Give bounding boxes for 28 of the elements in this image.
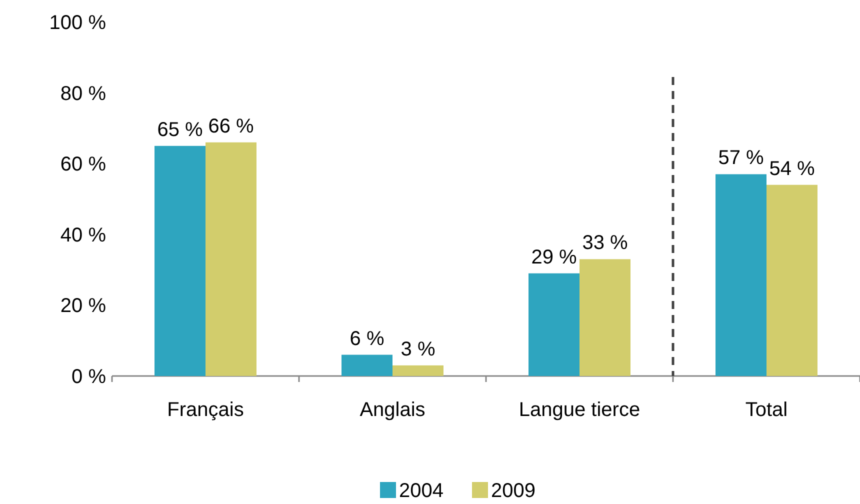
data-label: 66 % <box>208 115 254 138</box>
y-tick-label: 20 % <box>60 295 106 318</box>
y-tick-label: 0 % <box>72 366 106 388</box>
x-tick-label: Anglais <box>360 399 426 421</box>
x-tick-label: Langue tierce <box>518 399 640 421</box>
bar <box>392 365 444 376</box>
data-label: 3 % <box>400 338 436 360</box>
x-tick-label: Total <box>745 399 788 421</box>
data-label: 57 % <box>718 147 764 170</box>
legend-label: 2009 <box>491 480 536 502</box>
data-label: 6 % <box>350 328 384 350</box>
y-tick-label: 80 % <box>60 82 106 105</box>
bar <box>766 184 818 376</box>
bar <box>528 273 580 376</box>
bar <box>154 146 206 376</box>
legend-label: 2004 <box>399 480 444 502</box>
x-tick-label: Français <box>167 399 244 421</box>
bar <box>206 142 256 376</box>
y-tick-label: 100 % <box>49 12 106 34</box>
y-tick-label: 40 % <box>60 224 106 246</box>
data-label: 65 % <box>157 118 204 141</box>
data-label: 29 % <box>531 246 578 268</box>
data-label: 54 % <box>769 158 816 180</box>
data-label: 33 % <box>582 232 628 254</box>
bar <box>580 259 630 376</box>
bar <box>342 354 392 376</box>
bar <box>716 174 766 376</box>
y-tick-label: 60 % <box>60 154 106 176</box>
